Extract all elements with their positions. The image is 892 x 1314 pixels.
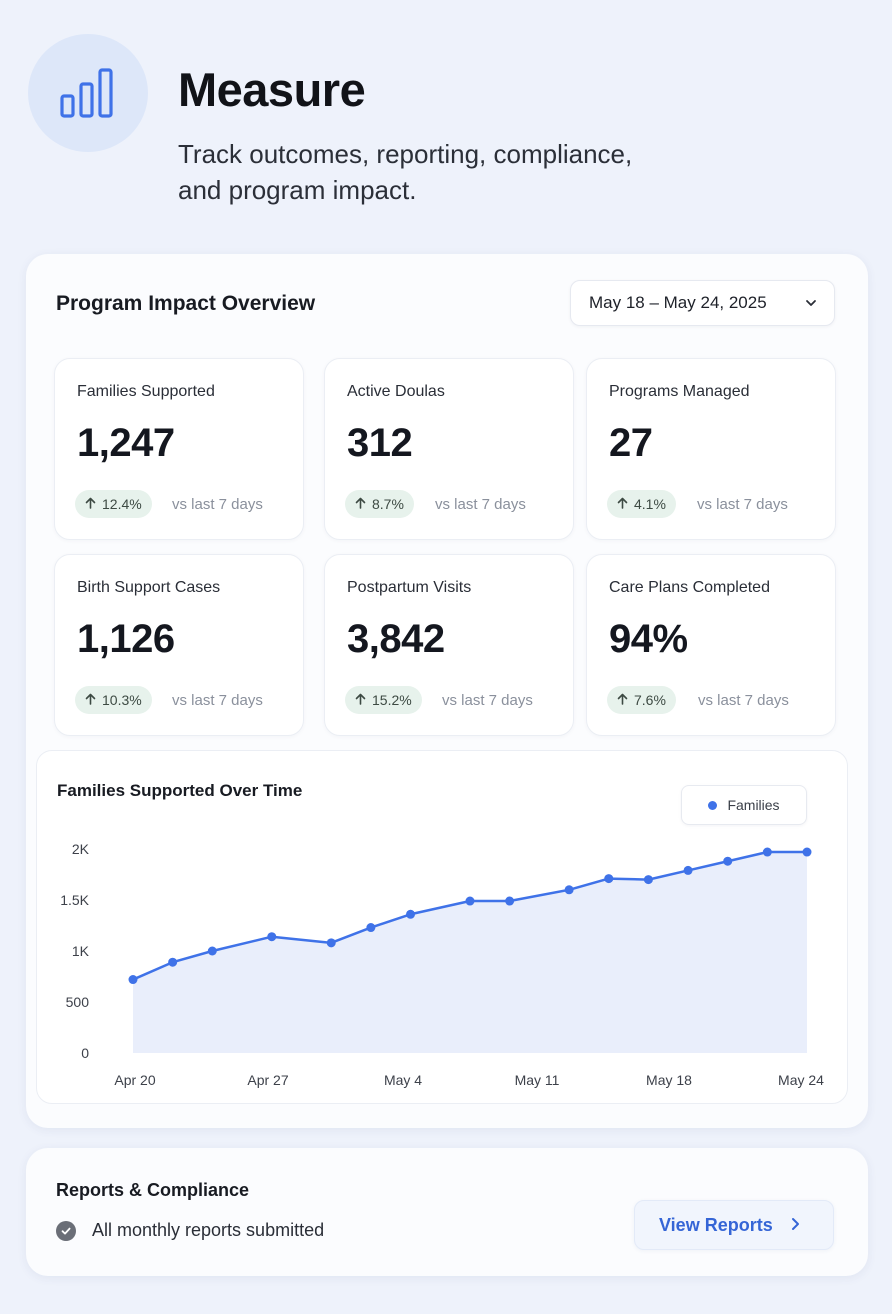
date-range-value: May 18 – May 24, 2025 bbox=[589, 293, 767, 312]
stat-value: 1,247 bbox=[77, 421, 175, 465]
stat-delta-value: 4.1% bbox=[634, 496, 666, 512]
data-point bbox=[207, 946, 217, 956]
data-point bbox=[604, 874, 614, 884]
data-point bbox=[267, 932, 277, 942]
arrow-up-icon bbox=[617, 496, 628, 512]
chevron-down-icon bbox=[804, 295, 818, 315]
stat-compare-label: vs last 7 days bbox=[172, 692, 263, 709]
stat-card-programs-managed: Programs Managed 27 4.1% vs last 7 days bbox=[586, 358, 836, 540]
check-circle-icon bbox=[56, 1220, 76, 1241]
chart-legend[interactable]: Families bbox=[681, 785, 807, 825]
stat-label: Postpartum Visits bbox=[347, 579, 472, 596]
stat-delta-badge: 8.7% bbox=[345, 490, 414, 518]
stat-delta-value: 15.2% bbox=[372, 692, 412, 708]
subtitle-line: and program impact. bbox=[178, 175, 417, 205]
data-point bbox=[366, 923, 376, 933]
stat-delta-badge: 10.3% bbox=[75, 686, 152, 714]
stat-label: Programs Managed bbox=[609, 383, 750, 400]
chart-title: Families Supported Over Time bbox=[57, 781, 303, 800]
reports-status-text: All monthly reports submitted bbox=[92, 1220, 325, 1240]
stat-label: Birth Support Cases bbox=[77, 579, 221, 596]
stat-value: 312 bbox=[347, 421, 413, 465]
stat-delta-value: 10.3% bbox=[102, 692, 142, 708]
stat-value: 94% bbox=[609, 617, 688, 661]
stat-delta-badge: 15.2% bbox=[345, 686, 422, 714]
stat-value: 3,842 bbox=[347, 617, 445, 661]
data-point bbox=[326, 938, 336, 948]
stat-delta-badge: 12.4% bbox=[75, 490, 152, 518]
data-point bbox=[406, 909, 416, 919]
y-tick-label: 2K bbox=[72, 841, 90, 857]
y-tick-label: 1K bbox=[72, 943, 90, 959]
stat-compare-label: vs last 7 days bbox=[442, 692, 533, 709]
data-point bbox=[643, 875, 653, 885]
data-point bbox=[683, 865, 693, 875]
reports-compliance-panel: Reports & Compliance All monthly reports… bbox=[26, 1148, 868, 1276]
x-tick-label: May 4 bbox=[384, 1072, 422, 1088]
x-tick-label: Apr 20 bbox=[114, 1072, 155, 1088]
data-point bbox=[723, 856, 733, 866]
page-title: Measure bbox=[178, 63, 366, 116]
arrow-up-icon bbox=[617, 692, 628, 708]
arrow-up-icon bbox=[85, 692, 96, 708]
program-impact-panel: Program Impact Overview May 18 – May 24,… bbox=[26, 254, 868, 1128]
subtitle-line: Track outcomes, reporting, compliance, bbox=[178, 139, 633, 169]
families-chart-card: Families Supported Over Time 0 500 1K 1.5K 2… bbox=[36, 750, 848, 1104]
stat-delta-badge: 4.1% bbox=[607, 490, 676, 518]
legend-dot bbox=[708, 800, 718, 810]
y-tick-label: 1.5K bbox=[60, 892, 89, 908]
stat-card-birth-support-cases: Birth Support Cases 1,126 10.3% vs last … bbox=[54, 554, 304, 736]
chevron-right-icon bbox=[789, 1215, 801, 1236]
stat-card-care-plans-completed: Care Plans Completed 94% 7.6% vs last 7 … bbox=[586, 554, 836, 736]
stat-delta-value: 12.4% bbox=[102, 496, 142, 512]
stat-value: 27 bbox=[609, 421, 653, 465]
y-tick-label: 0 bbox=[81, 1045, 89, 1061]
x-tick-label: Apr 27 bbox=[247, 1072, 288, 1088]
data-point bbox=[505, 896, 515, 906]
arrow-up-icon bbox=[355, 496, 366, 512]
data-point bbox=[128, 975, 138, 985]
stat-delta-value: 7.6% bbox=[634, 692, 666, 708]
reports-status: All monthly reports submitted bbox=[56, 1220, 324, 1241]
x-tick-label: May 11 bbox=[515, 1072, 560, 1088]
stat-card-active-doulas: Active Doulas 312 8.7% vs last 7 days bbox=[324, 358, 574, 540]
stat-card-postpartum-visits: Postpartum Visits 3,842 15.2% vs last 7 … bbox=[324, 554, 574, 736]
data-point bbox=[168, 957, 178, 967]
view-reports-button[interactable]: View Reports bbox=[634, 1200, 834, 1250]
stat-delta-value: 8.7% bbox=[372, 496, 404, 512]
data-point bbox=[802, 847, 812, 857]
view-reports-label: View Reports bbox=[659, 1214, 773, 1235]
stat-delta-badge: 7.6% bbox=[607, 686, 676, 714]
data-point bbox=[564, 885, 574, 895]
data-point bbox=[465, 896, 475, 906]
stat-label: Active Doulas bbox=[347, 383, 445, 400]
stat-card-families-supported: Families Supported 1,247 12.4% vs last 7… bbox=[54, 358, 304, 540]
stat-compare-label: vs last 7 days bbox=[172, 496, 263, 513]
x-tick-label: May 24 bbox=[778, 1072, 824, 1088]
families-line-chart: 0 500 1K 1.5K 2K Apr 20 Apr 27 May 4 May 11 May 1… bbox=[60, 841, 824, 1088]
arrow-up-icon bbox=[85, 496, 96, 512]
page-header: Measure Track outcomes, reporting, compl… bbox=[0, 0, 892, 250]
x-tick-label: May 18 bbox=[646, 1072, 692, 1088]
bar-chart-icon bbox=[28, 34, 148, 152]
series-area bbox=[133, 852, 807, 1053]
stat-value: 1,126 bbox=[77, 617, 175, 661]
stat-compare-label: vs last 7 days bbox=[435, 496, 526, 513]
legend-label: Families bbox=[727, 797, 780, 813]
page-subtitle: Track outcomes, reporting, compliance, a… bbox=[178, 136, 738, 208]
stat-label: Families Supported bbox=[77, 383, 215, 400]
reports-title: Reports & Compliance bbox=[56, 1180, 250, 1200]
date-range-select[interactable]: May 18 – May 24, 2025 bbox=[570, 280, 835, 326]
series-line bbox=[132, 850, 807, 981]
data-point bbox=[762, 847, 772, 857]
panel-title: Program Impact Overview bbox=[56, 292, 316, 315]
arrow-up-icon bbox=[355, 692, 366, 708]
stat-label: Care Plans Completed bbox=[609, 579, 770, 596]
y-tick-label: 500 bbox=[66, 994, 90, 1010]
stat-compare-label: vs last 7 days bbox=[698, 692, 789, 709]
stat-compare-label: vs last 7 days bbox=[697, 496, 788, 513]
